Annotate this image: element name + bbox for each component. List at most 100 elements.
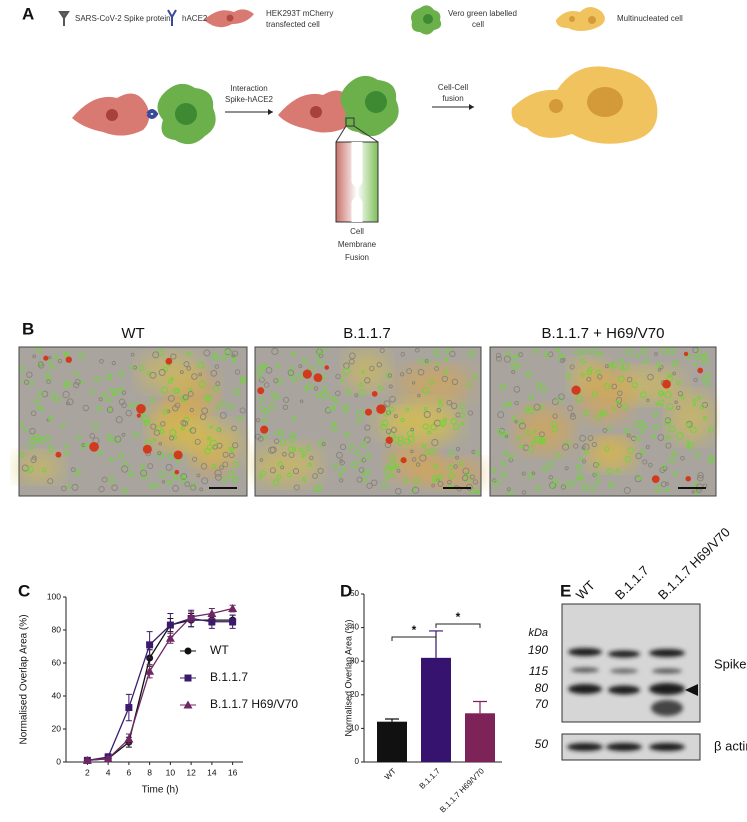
cell-dot bbox=[389, 461, 397, 469]
cell-dot bbox=[291, 351, 296, 356]
red-cell bbox=[55, 451, 62, 458]
cell-dot bbox=[575, 474, 583, 481]
cell-dot bbox=[444, 357, 449, 362]
cell-dot bbox=[318, 440, 325, 447]
unit-label: kDa bbox=[528, 627, 548, 639]
red-cell bbox=[43, 355, 49, 361]
cell-dot bbox=[579, 457, 583, 461]
cell-dot bbox=[592, 461, 599, 468]
cell-dot bbox=[526, 404, 532, 410]
cell-dot bbox=[465, 382, 472, 388]
x-tick-label: B.1.1.7 H69/V70 bbox=[438, 766, 486, 814]
cell-dot bbox=[347, 444, 354, 450]
cell-dot bbox=[214, 355, 219, 360]
x-tick-label: B.1.1.7 bbox=[418, 766, 443, 791]
cell-dot bbox=[112, 393, 116, 397]
cell-dot bbox=[447, 484, 453, 490]
cell-dot bbox=[644, 425, 648, 429]
cell-dot bbox=[312, 473, 318, 479]
cell-dot bbox=[289, 432, 296, 438]
cell-dot bbox=[580, 372, 585, 377]
cell-dot bbox=[547, 351, 554, 358]
red-cell bbox=[651, 475, 660, 484]
cell-dot bbox=[618, 357, 624, 363]
nucleus bbox=[310, 106, 322, 118]
cell-dot bbox=[505, 351, 511, 357]
cell-dot bbox=[623, 486, 631, 494]
scheme bbox=[72, 66, 658, 223]
cell-dot bbox=[239, 376, 246, 383]
ace2 bbox=[146, 109, 159, 119]
cell-dot bbox=[579, 434, 587, 442]
cell-dot bbox=[514, 354, 519, 359]
legend-label: WT bbox=[210, 643, 229, 657]
cell-dot bbox=[268, 446, 276, 454]
red-cell bbox=[165, 357, 173, 365]
cell-dot bbox=[183, 361, 190, 368]
cell-dot bbox=[342, 466, 347, 472]
nucleus bbox=[549, 99, 563, 113]
cell-dot bbox=[289, 436, 296, 443]
cell-dot bbox=[403, 478, 409, 483]
cell-dot bbox=[200, 463, 208, 470]
red-cell bbox=[324, 365, 330, 370]
cell-dot bbox=[672, 371, 677, 376]
cell-dot bbox=[314, 487, 319, 492]
cell-dot bbox=[292, 377, 297, 383]
cell-dot bbox=[101, 476, 108, 483]
cell-dot bbox=[606, 426, 612, 431]
cell-dot bbox=[602, 427, 608, 433]
cell-dot bbox=[640, 347, 648, 354]
cell-dot bbox=[32, 354, 37, 359]
cell-dot bbox=[668, 425, 676, 433]
cell-dot bbox=[64, 380, 72, 388]
arrow-head bbox=[268, 109, 273, 115]
cell-dot bbox=[701, 376, 708, 383]
cell-dot bbox=[305, 445, 311, 452]
cell-dot bbox=[292, 416, 297, 421]
cell-dot bbox=[73, 371, 79, 377]
cell-dot bbox=[448, 472, 455, 480]
cell-dot bbox=[554, 452, 561, 460]
cell-dot bbox=[657, 434, 665, 441]
cell-dot bbox=[385, 372, 392, 379]
cell-dot bbox=[74, 378, 81, 385]
cell-dot bbox=[29, 381, 34, 386]
step-label: Spike-hACE2 bbox=[225, 95, 274, 104]
cell-dot bbox=[508, 401, 512, 406]
cell-dot bbox=[694, 353, 701, 360]
cell-dot bbox=[259, 458, 264, 462]
cell-dot bbox=[363, 469, 370, 476]
data-point bbox=[165, 633, 175, 642]
cell-dot bbox=[419, 454, 427, 462]
cell-dot bbox=[459, 403, 465, 410]
y-tick-label: 20 bbox=[52, 723, 62, 733]
cell-dot bbox=[626, 433, 631, 438]
cell-dot bbox=[677, 390, 684, 397]
cell-dot bbox=[65, 401, 70, 406]
cell-dot bbox=[339, 443, 347, 451]
cell-dot bbox=[128, 403, 133, 408]
cell-dot bbox=[29, 427, 36, 435]
cell-dot bbox=[61, 423, 66, 428]
lane-label: B.1.1.7 bbox=[612, 563, 652, 603]
legend-label: B.1.1.7 bbox=[210, 670, 248, 684]
cell-dot bbox=[533, 349, 538, 354]
cell-dot bbox=[80, 444, 86, 450]
series-line bbox=[87, 617, 233, 761]
cell-dot bbox=[671, 359, 679, 367]
legend-label: B.1.1.7 H69/V70 bbox=[210, 697, 298, 711]
cell-dot bbox=[389, 454, 396, 462]
band bbox=[649, 683, 685, 695]
cell-dot bbox=[29, 435, 35, 440]
cell-dot bbox=[342, 408, 348, 414]
cell-dot bbox=[111, 484, 118, 492]
x-tick-label: 14 bbox=[207, 767, 217, 777]
cell-dot bbox=[84, 442, 89, 447]
cell-dot bbox=[186, 365, 192, 371]
x-tick-label: 2 bbox=[85, 767, 90, 777]
cell-dot bbox=[196, 473, 201, 478]
band bbox=[606, 743, 642, 751]
cell-dot bbox=[564, 466, 569, 471]
red-cell bbox=[662, 379, 671, 389]
